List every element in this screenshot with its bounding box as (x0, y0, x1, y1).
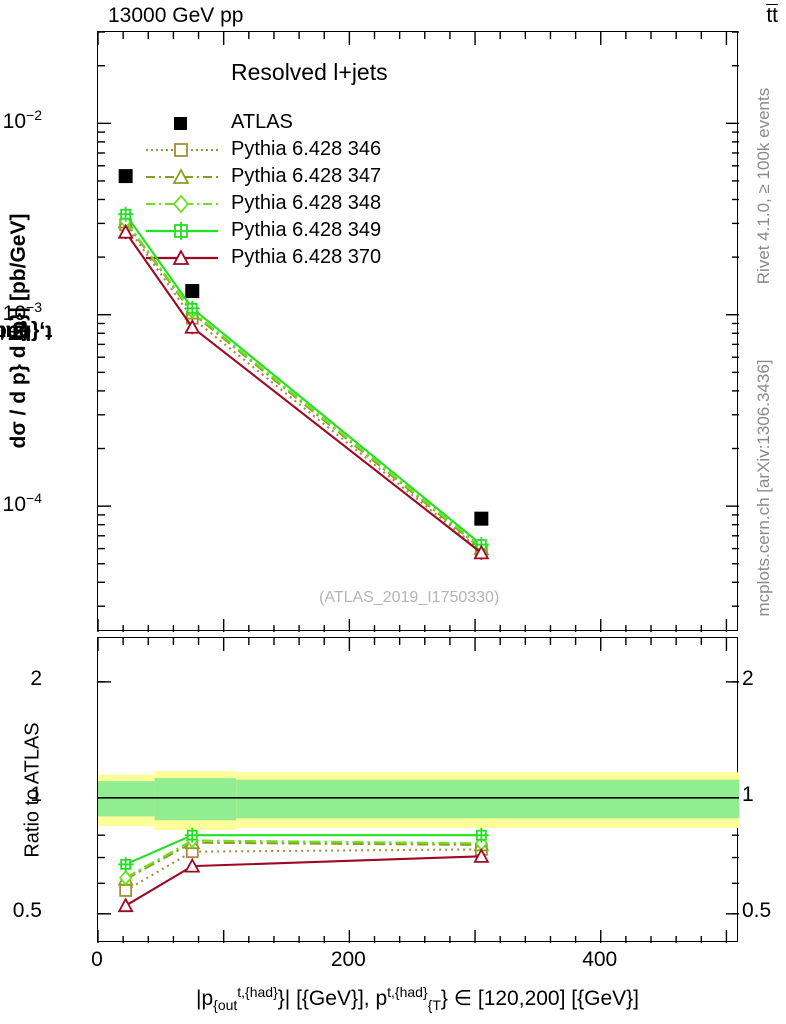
data-marker (473, 847, 490, 863)
legend-key-pythia-370 (146, 247, 218, 269)
data-marker (184, 827, 200, 843)
data-marker (118, 169, 133, 184)
rivet-note-text: Rivet 4.1.0, ≥ 100k events (754, 87, 773, 285)
legend-label-pythia-346: Pythia 6.428 346 (231, 138, 382, 160)
y-axis-title-text: d2σ / d pt,{had}{T} d |p{outt,{had}}| [p… (0, 213, 53, 449)
x-axis-title: |p{outt,{had}}| [{GeV}], pt,{had}{T} ∈ [… (97, 984, 738, 1013)
legend-label-atlas: ATLAS (231, 111, 293, 133)
plot-title: Resolved l+jets (231, 59, 388, 85)
ratio-tick-label: 1 (30, 782, 42, 806)
y-tick-label: 10−2 (2, 107, 42, 134)
legend-item-pythia-348: Pythia 6.428 348 (146, 190, 381, 217)
ttbar-text: tt (766, 4, 778, 27)
open-triangle-icon (146, 167, 218, 184)
data-marker (118, 856, 134, 872)
legend-item-pythia-346: Pythia 6.428 346 (146, 136, 381, 163)
data-marker (184, 300, 200, 316)
mcplots-note: mcplots.cern.ch [arXiv:1306.3436] (752, 340, 776, 635)
data-marker (473, 544, 490, 560)
rivet-note: Rivet 4.1.0, ≥ 100k events (752, 36, 776, 336)
uncertainty-band-inner (98, 781, 155, 817)
data-marker (117, 223, 134, 239)
legend-item-pythia-370: Pythia 6.428 370 (146, 244, 381, 271)
open-diamond-icon (146, 194, 218, 213)
open-triangle-icon (146, 248, 218, 265)
legend-key-pythia-349 (146, 220, 218, 242)
legend-label-pythia-349: Pythia 6.428 349 (231, 219, 382, 241)
data-marker (117, 897, 134, 913)
data-marker (473, 827, 489, 843)
ratio-tick-label: 0.5 (12, 898, 42, 922)
dataset-watermark: (ATLAS_2019_I1750330) (319, 589, 500, 606)
x-axis-title-text: |p{outt,{had}}| [{GeV}], pt,{had}{T} ∈ [… (196, 984, 639, 1014)
data-marker (119, 884, 133, 897)
ratio-series-line (125, 848, 482, 892)
main-plot-frame: Resolved l+jets (ATLAS_2019_I1750330) AT… (97, 31, 739, 632)
legend-item-pythia-349: Pythia 6.428 349 (146, 217, 381, 244)
x-tick-label: 400 (582, 948, 618, 971)
ratio-plot-canvas (97, 638, 740, 943)
ratio-series-line (125, 841, 482, 881)
legend-label-pythia-370: Pythia 6.428 370 (231, 246, 382, 268)
process-label: tt (766, 4, 778, 28)
open-cross-square-icon (146, 221, 218, 240)
y-tick-label: 10−4 (2, 490, 42, 517)
legend-label-pythia-348: Pythia 6.428 348 (231, 192, 382, 214)
legend-item-atlas: ATLAS (146, 109, 381, 136)
data-marker (474, 511, 489, 526)
uncertainty-band-inner (236, 779, 740, 819)
filled-square-icon (174, 116, 187, 130)
legend-key-atlas (146, 112, 218, 134)
data-marker (118, 206, 134, 222)
x-tick-label: 200 (330, 948, 366, 971)
collision-energy-label: 13000 GeV pp (108, 4, 244, 27)
ratio-tick-label-right: 2 (742, 666, 754, 690)
uncertainty-band-inner (154, 778, 237, 821)
data-marker (184, 857, 201, 873)
main-plot-canvas (97, 31, 739, 632)
ratio-plot-frame (97, 637, 740, 943)
open-square-icon (146, 142, 218, 157)
ratio-series-line (125, 855, 482, 907)
data-marker (184, 318, 201, 334)
legend: ATLAS Pythia 6.428 346 P (146, 109, 381, 271)
y-tick-label: 10−3 (2, 298, 42, 325)
legend-key-pythia-346 (146, 139, 218, 161)
ratio-tick-label-right: 1 (742, 782, 754, 806)
legend-item-pythia-347: Pythia 6.428 347 (146, 163, 381, 190)
data-marker (118, 869, 133, 886)
ratio-tick-label-right: 0.5 (742, 898, 772, 922)
legend-label-pythia-347: Pythia 6.428 347 (231, 165, 382, 187)
mcplots-note-text: mcplots.cern.ch [arXiv:1306.3436] (754, 358, 773, 617)
ratio-series-line (125, 839, 482, 879)
legend-key-pythia-347 (146, 166, 218, 188)
series-line (124, 220, 483, 549)
series-line (124, 213, 483, 546)
ratio-tick-label: 2 (30, 666, 42, 690)
data-marker (185, 284, 200, 299)
x-tick-label: 0 (91, 948, 103, 971)
legend-key-pythia-348 (146, 193, 218, 215)
